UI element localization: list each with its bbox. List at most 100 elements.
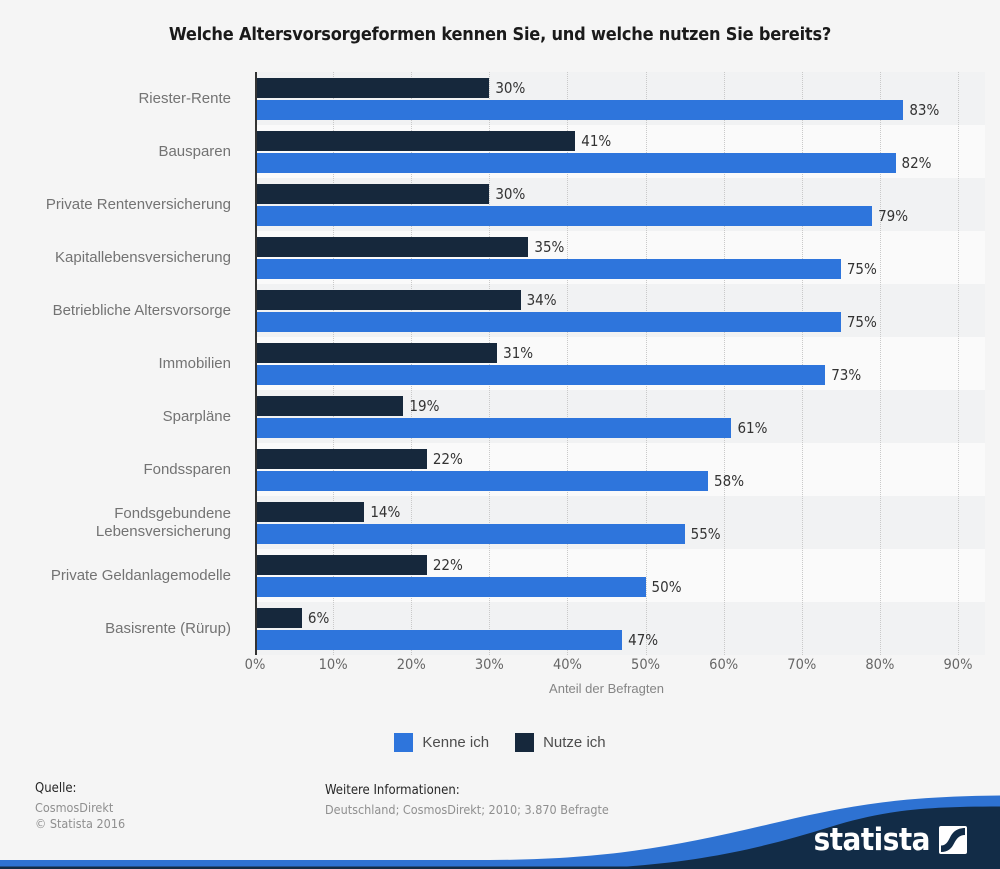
x-axis-ticks: 0% 10% 20% 30% 40% 50% 60% 70% 80% 90% [245,657,973,675]
value-label: 75% [846,260,877,278]
category-row: 30% 79% [255,178,985,231]
copyright-text: © Statista 2016 [35,816,126,831]
known-bar: 50% [255,577,682,597]
legend-swatch [394,733,414,752]
category-row: 30% 83% [255,72,985,125]
category-row: 35% 75% [255,231,985,284]
plot-area: 30% 83% 41% 82% 30% 79% 35% 75% 34% 75% 31% 73% 19% 6… [255,72,985,655]
statista-logo-text: statista [813,822,931,858]
category-label: Kapitallebensversicherung [55,248,231,266]
value-label: 35% [534,238,565,256]
gridline [333,72,335,655]
gridline [879,72,881,655]
value-label: 31% [503,344,534,362]
x-tick-label: 0% [244,657,266,673]
x-tick-label: 50% [631,657,661,673]
category-row: 19% 61% [255,390,985,443]
known-bar: 47% [255,630,658,650]
category-label: Fondsgebundene Lebensversicherung [95,504,231,540]
used-bar: 14% [255,502,400,522]
used-bar: 22% [255,449,463,469]
used-bar: 19% [255,396,439,416]
gridline [411,72,413,655]
used-bar: 22% [255,555,463,575]
category-label: Bausparen [158,142,231,160]
value-label: 79% [878,207,909,225]
gridline [645,72,647,655]
value-label: 55% [690,525,721,543]
value-label: 73% [831,366,862,384]
legend-item: Nutze ich [515,733,606,752]
category-label: Private Rentenversicherung [45,195,231,213]
category-row: 41% 82% [255,125,985,178]
category-row: 22% 58% [255,443,985,496]
statista-wave-decoration [0,795,1000,869]
gridline [567,72,569,655]
category-label: Private Geldanlagemodelle [50,566,231,584]
category-row: 14% 55% [255,496,985,549]
known-bar: 58% [255,471,744,491]
value-label: 22% [432,450,463,468]
value-label: 75% [846,313,877,331]
known-bar: 73% [255,365,861,385]
used-bar: 34% [255,290,557,310]
category-label: Sparpläne [162,407,231,425]
used-bar: 41% [255,131,611,151]
used-bar: 31% [255,343,533,363]
statista-logo: statista [813,822,967,858]
chart-title: Welche Altersvorsorgeformen kennen Sie, … [168,24,832,45]
legend-swatch [515,733,535,752]
x-axis-title: Anteil der Befragten [549,681,664,696]
category-row: 31% 73% [255,337,985,390]
value-label: 50% [651,578,682,596]
info-label: Weitere Informationen: [325,783,460,798]
value-label: 34% [526,291,557,309]
info-block: Weitere Informationen: Deutschland; Cosm… [325,783,609,818]
used-bar: 35% [255,237,564,257]
source-value: CosmosDirekt [35,800,114,815]
source-label: Quelle: [35,781,77,796]
x-tick-label: 20% [396,657,426,673]
y-axis-line [255,72,257,655]
known-bar: 79% [255,206,908,226]
category-row: 6% 47% [255,602,985,655]
x-tick-label: 30% [474,657,504,673]
value-label: 14% [370,503,401,521]
gridline [489,72,491,655]
category-label: Riester-Rente [138,89,231,107]
gridline [958,72,959,655]
x-tick-label: 10% [318,657,348,673]
legend-item: Kenne ich [394,733,489,752]
used-bar: 30% [255,78,525,98]
value-label: 41% [581,132,612,150]
category-label: Immobilien [158,354,231,372]
value-label: 6% [307,609,330,627]
gridline [723,72,725,655]
value-label: 47% [628,631,659,649]
category-row: 22% 50% [255,549,985,602]
legend-label: Nutze ich [543,734,606,751]
known-bar: 55% [255,524,721,544]
known-bar: 83% [255,100,939,120]
info-value: Deutschland; CosmosDirekt; 2010; 3.870 B… [325,802,609,817]
used-bar: 30% [255,184,525,204]
category-label: Betriebliche Altersvorsorge [52,301,231,319]
x-tick-label: 70% [787,657,817,673]
known-bar: 61% [255,418,767,438]
known-bar: 75% [255,259,877,279]
value-label: 30% [495,185,526,203]
value-label: 83% [909,101,940,119]
x-tick-label: 60% [709,657,739,673]
value-label: 61% [737,419,768,437]
known-bar: 82% [255,153,932,173]
source-block: Quelle: CosmosDirekt © Statista 2016 [35,781,125,832]
known-bar: 75% [255,312,877,332]
statista-logo-mark-icon [939,826,967,854]
category-row: 34% 75% [255,284,985,337]
x-tick-label: 40% [552,657,582,673]
legend: Kenne ich Nutze ich [0,733,1000,752]
value-label: 58% [714,472,745,490]
value-label: 19% [409,397,440,415]
value-label: 30% [495,79,526,97]
